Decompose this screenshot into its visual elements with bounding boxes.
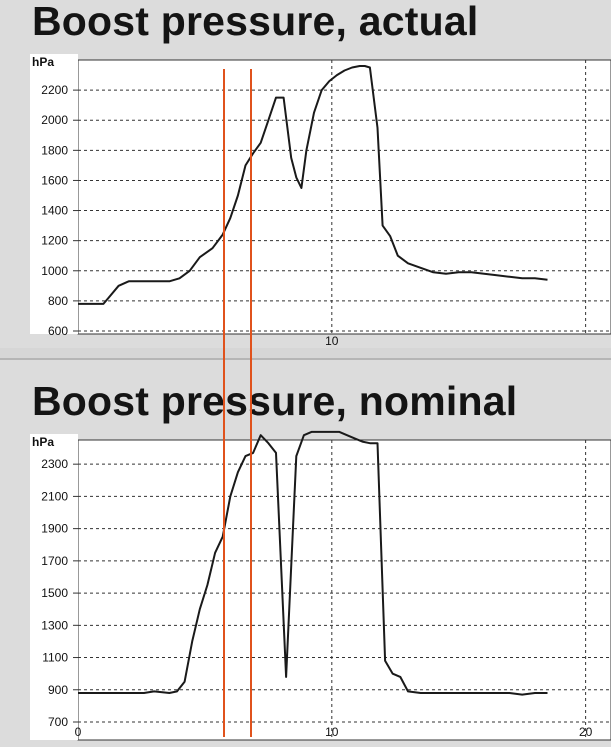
y-tick-label: 1900 bbox=[41, 522, 68, 536]
series-line bbox=[78, 430, 548, 696]
y-tick-label: 1700 bbox=[41, 554, 68, 568]
y-axis-gutter bbox=[30, 434, 78, 740]
chart-actual: 600 800 1000 1200 1400 1600 1800 2000 2200 10 hPa bbox=[30, 54, 611, 348]
y-tick-label: 1400 bbox=[41, 204, 68, 218]
y-tick-label: 1000 bbox=[41, 264, 68, 278]
chart-title-actual: Boost pressure, actual bbox=[32, 0, 479, 44]
y-axis-gutter bbox=[30, 54, 78, 334]
y-tick-label: 2300 bbox=[41, 457, 68, 471]
y-tick-label: 700 bbox=[48, 715, 68, 729]
y-axis-unit: hPa bbox=[32, 435, 54, 449]
x-tick-label: 10 bbox=[325, 334, 339, 348]
y-tick-label: 1300 bbox=[41, 618, 68, 632]
plot-area bbox=[77, 59, 611, 335]
chart-title-nominal: Boost pressure, nominal bbox=[32, 378, 518, 424]
y-tick-label: 2200 bbox=[41, 83, 68, 97]
y-tick-label: 1500 bbox=[41, 586, 68, 600]
y-tick-label: 1800 bbox=[41, 143, 68, 157]
y-tick-label: 1600 bbox=[41, 173, 68, 187]
y-tick-label: 1100 bbox=[42, 651, 68, 665]
x-tick-label: 0 bbox=[75, 725, 82, 739]
cursor-markers bbox=[223, 69, 252, 737]
y-tick-label: 2000 bbox=[41, 113, 68, 127]
y-tick-label: 900 bbox=[48, 683, 68, 697]
y-tick-label: 600 bbox=[48, 324, 68, 338]
chart-nominal: 700 900 1100 1300 1500 1700 1900 2100 2300 0 10 20 h… bbox=[30, 430, 611, 741]
y-axis-unit: hPa bbox=[32, 55, 54, 69]
x-tick-label: 20 bbox=[579, 725, 593, 739]
y-tick-label: 800 bbox=[48, 294, 68, 308]
x-tick-label: 10 bbox=[325, 725, 339, 739]
series-line bbox=[78, 65, 548, 305]
plot-area bbox=[77, 439, 611, 741]
y-tick-label: 2100 bbox=[41, 489, 68, 503]
y-tick-label: 1200 bbox=[41, 234, 68, 248]
